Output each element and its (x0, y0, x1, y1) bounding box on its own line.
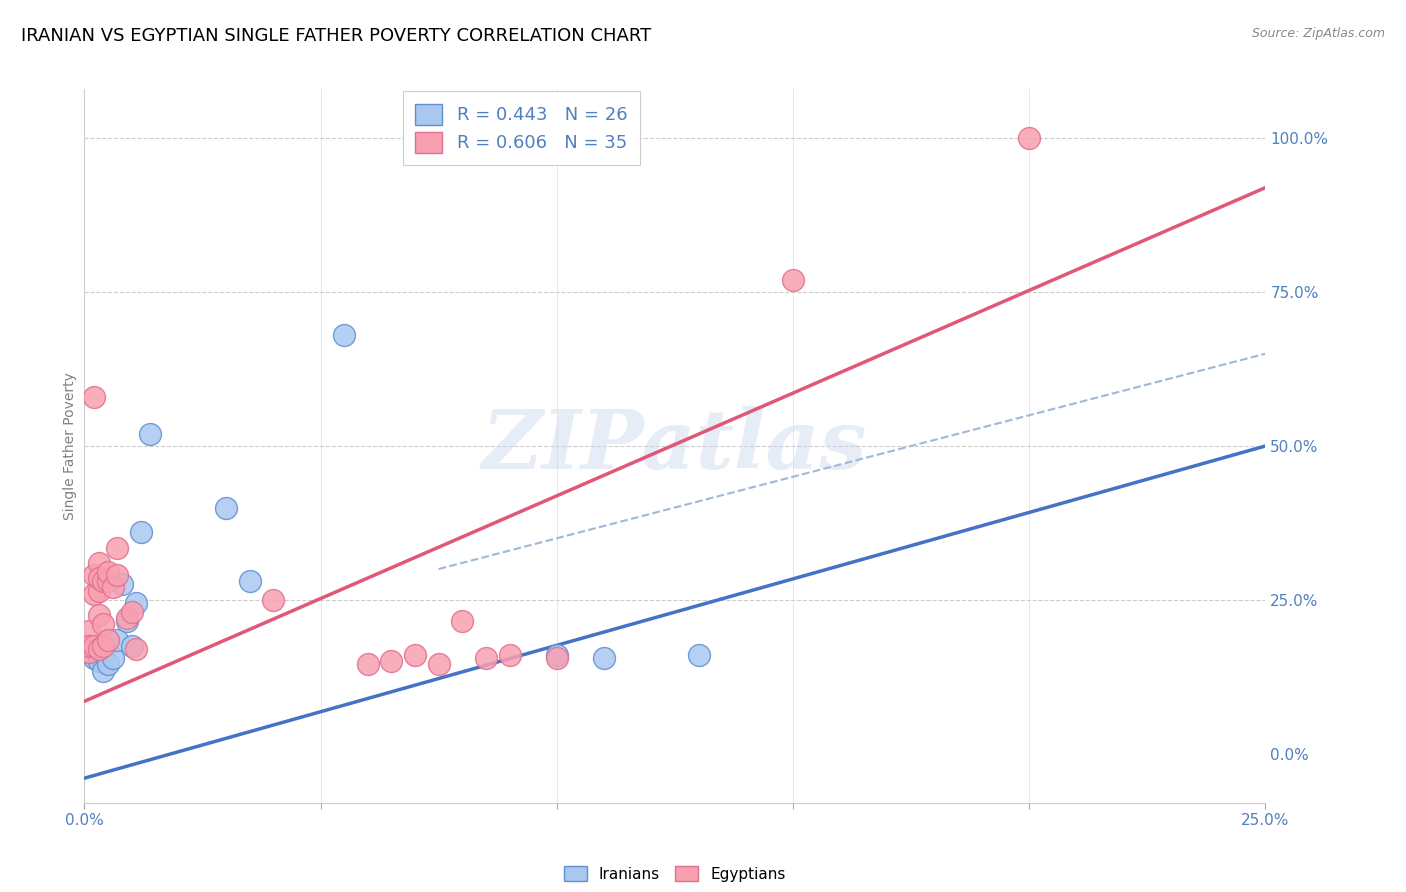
Point (97, 574, 120, 589)
Point (125, 642, 148, 657)
Point (97, 632, 120, 647)
Point (107, 568, 129, 582)
Point (91, 617, 114, 632)
Point (101, 581, 124, 595)
Point (87, 608, 110, 623)
Point (593, 651, 616, 665)
Point (107, 632, 129, 647)
Point (87, 556, 110, 570)
Legend: Iranians, Egyptians: Iranians, Egyptians (558, 860, 792, 888)
Point (87, 648, 110, 662)
Point (115, 611, 138, 625)
Point (380, 654, 402, 668)
Text: ZIPatlas: ZIPatlas (482, 406, 868, 486)
Point (782, 273, 804, 287)
Point (688, 648, 710, 662)
Point (83, 639, 105, 653)
Point (91, 574, 114, 589)
Point (498, 648, 520, 662)
Point (546, 651, 568, 665)
Point (121, 639, 143, 653)
Point (87, 654, 110, 668)
Point (83, 568, 105, 582)
Point (239, 574, 262, 589)
Point (97, 632, 120, 647)
Point (101, 651, 124, 665)
Point (83, 642, 105, 657)
Point (404, 648, 426, 662)
Text: IRANIAN VS EGYPTIAN SINGLE FATHER POVERTY CORRELATION CHART: IRANIAN VS EGYPTIAN SINGLE FATHER POVERT… (21, 27, 651, 45)
Point (1018, 131, 1040, 145)
Point (215, 500, 238, 515)
Point (87, 642, 110, 657)
Point (83, 648, 105, 662)
Point (83, 587, 105, 601)
Point (357, 657, 380, 672)
Point (262, 592, 284, 607)
Point (91, 639, 114, 653)
Text: Source: ZipAtlas.com: Source: ZipAtlas.com (1251, 27, 1385, 40)
Point (77, 639, 100, 653)
Point (427, 657, 450, 672)
Point (77, 645, 100, 659)
Point (87, 583, 110, 598)
Point (91, 645, 114, 659)
Point (77, 639, 100, 653)
Point (125, 596, 148, 610)
Point (97, 657, 120, 672)
Y-axis label: Single Father Poverty: Single Father Poverty (63, 372, 77, 520)
Point (121, 605, 143, 619)
Point (83, 390, 105, 404)
Point (77, 645, 100, 659)
Point (83, 651, 105, 665)
Point (129, 525, 152, 540)
Point (91, 664, 114, 678)
Point (87, 571, 110, 585)
Point (77, 624, 100, 638)
Point (115, 615, 138, 629)
Point (451, 615, 474, 629)
Point (107, 541, 129, 555)
Point (333, 328, 356, 343)
Point (87, 642, 110, 657)
Point (139, 426, 162, 441)
Point (111, 577, 134, 591)
Point (546, 648, 568, 662)
Point (475, 651, 498, 665)
Point (97, 565, 120, 579)
